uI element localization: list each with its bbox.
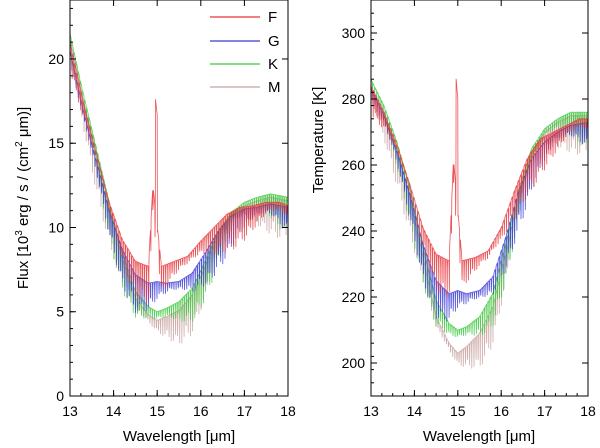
left-x-tick-label: 17 [237, 403, 253, 419]
left-y-label-sup-1: 3 [14, 230, 25, 236]
right-x-tick-label: 14 [407, 403, 423, 419]
left-y-tick-label: 20 [48, 51, 64, 67]
right-y-axis-label: Temperature [K] [310, 87, 327, 194]
right-x-tick-label: 13 [363, 403, 379, 419]
left-x-tick-label: 14 [106, 403, 122, 419]
right-y-tick-label: 260 [342, 157, 366, 173]
right-series-g-line [370, 88, 588, 322]
left-ticks: 13 14 15 16 17 18 0 5 10 15 20 [48, 0, 296, 419]
right-x-tick-label: 17 [537, 403, 553, 419]
right-y-tick-label: 200 [342, 355, 366, 371]
right-y-tick-label: 240 [342, 223, 366, 239]
right-x-tick-label: 15 [450, 403, 466, 419]
right-y-tick-label: 300 [342, 25, 366, 41]
left-panel: 13 14 15 16 17 18 0 5 10 15 20 Wavelength [μm] Flu… [14, 0, 296, 445]
right-series-k-line [370, 79, 588, 338]
left-plot-area [69, 33, 289, 344]
left-y-tick-label: 0 [56, 388, 64, 404]
left-x-tick-label: 15 [149, 403, 165, 419]
left-y-label-part-3: μm)] [15, 107, 32, 141]
left-series-k-line [69, 33, 289, 323]
left-series-f-line [69, 44, 289, 305]
right-x-axis-label: Wavelength [μm] [423, 428, 535, 445]
legend-label-m: M [268, 79, 281, 96]
right-panel: 13 14 15 16 17 18 200 220 240 260 280 300 Wavelengt… [310, 0, 596, 445]
left-y-tick-label: 10 [48, 219, 64, 235]
left-x-tick-label: 18 [280, 403, 296, 419]
left-y-axis-label: Flux [103 erg / s / (cm2 μm)] [14, 107, 32, 289]
left-series-m-line [69, 38, 289, 344]
right-plot-area [370, 78, 589, 369]
left-y-label-part-1: Flux [10 [15, 236, 32, 289]
legend-label-g: G [268, 33, 280, 50]
right-x-tick-label: 16 [493, 403, 509, 419]
legend: F G K M [210, 9, 281, 96]
left-y-label-part-2: erg / s / (cm [15, 147, 32, 230]
right-y-tick-label: 220 [342, 289, 366, 305]
left-x-tick-label: 16 [193, 403, 209, 419]
right-x-tick-label: 18 [580, 403, 596, 419]
right-ticks: 13 14 15 16 17 18 200 220 240 260 280 300 [342, 0, 596, 419]
right-y-tick-label: 280 [342, 91, 366, 107]
legend-label-f: F [268, 9, 277, 26]
left-y-tick-label: 15 [48, 135, 64, 151]
left-y-label-sup-2: 2 [14, 141, 25, 147]
right-series-f-line [370, 78, 588, 299]
right-series-m-line [370, 85, 589, 369]
left-y-tick-label: 5 [56, 304, 64, 320]
left-series-g-line [69, 51, 289, 313]
left-x-axis-label: Wavelength [μm] [123, 428, 235, 445]
left-x-tick-label: 13 [62, 403, 78, 419]
legend-label-k: K [268, 56, 278, 73]
